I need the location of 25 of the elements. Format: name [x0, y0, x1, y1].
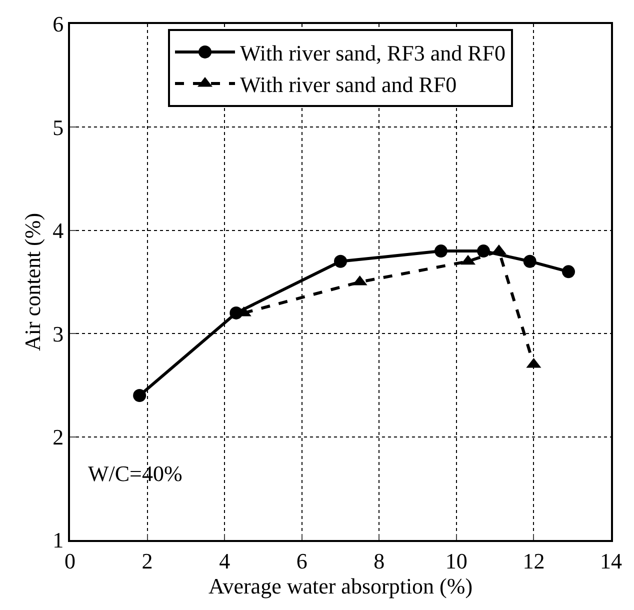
x-tick-label: 14: [600, 548, 622, 574]
y-axis-title: Air content (%): [20, 212, 45, 352]
x-axis-title: Average water absorption (%): [208, 573, 473, 598]
point: [434, 244, 448, 258]
point: [476, 244, 490, 258]
annotation: W/C=40%: [88, 461, 182, 486]
x-tick-label: 10: [445, 548, 468, 574]
legend-label: With river sand, RF3 and RF0: [240, 40, 506, 66]
point: [334, 254, 347, 268]
y-tick-label: 4: [52, 218, 64, 244]
y-tick-label: 6: [52, 12, 64, 37]
point: [133, 389, 146, 402]
x-tick-label: 0: [64, 548, 76, 574]
y-tick-label: 1: [52, 528, 64, 553]
x-tick-label: 12: [522, 548, 545, 574]
y-tick-label: 3: [52, 321, 64, 346]
point: [523, 254, 536, 268]
x-tick-label: 2: [142, 548, 153, 574]
y-tick-label: 2: [52, 424, 64, 450]
x-tick-label: 4: [219, 548, 230, 574]
legend-label: With river sand and RF0: [240, 72, 457, 98]
y-tick-label: 5: [52, 114, 64, 140]
x-tick-label: 8: [374, 548, 385, 574]
point: [562, 265, 575, 278]
x-tick-label: 6: [296, 548, 308, 574]
